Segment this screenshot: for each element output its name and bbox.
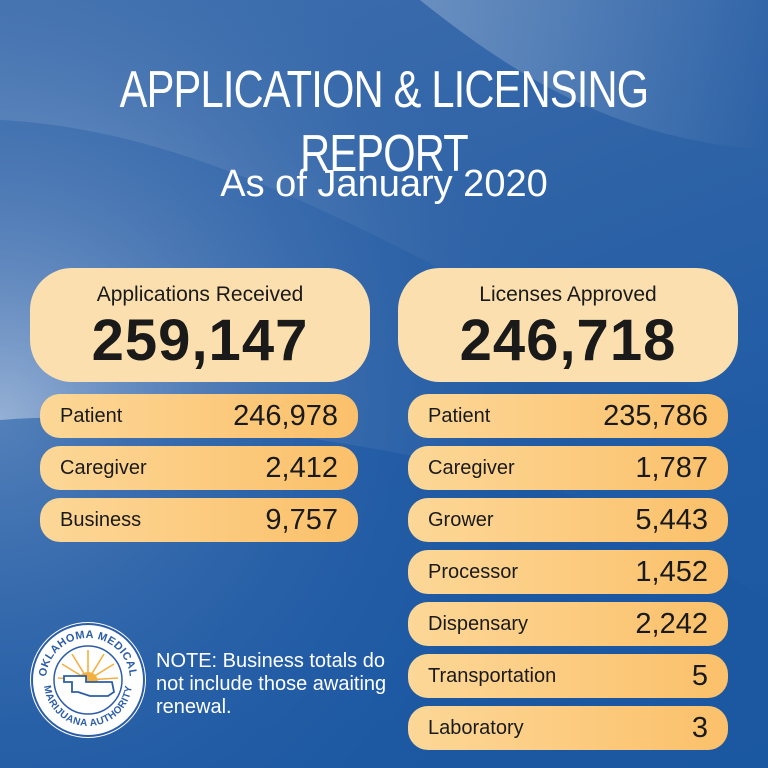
row-label: Laboratory bbox=[428, 716, 524, 739]
row-label: Caregiver bbox=[428, 456, 515, 479]
omma-seal-logo: OKLAHOMA MEDICAL MARIJUANA AUTHORITY bbox=[30, 622, 146, 738]
licenses-row-grower: Grower 5,443 bbox=[408, 498, 728, 542]
row-value: 246,978 bbox=[233, 399, 338, 432]
row-label: Transportation bbox=[428, 664, 557, 687]
row-label: Processor bbox=[428, 560, 519, 583]
row-value: 3 bbox=[691, 711, 708, 744]
licenses-row-dispensary: Dispensary 2,242 bbox=[408, 602, 728, 646]
row-label: Grower bbox=[428, 508, 494, 531]
row-label: Patient bbox=[60, 404, 123, 427]
applications-received-card: Applications Received 259,147 bbox=[30, 268, 370, 382]
licenses-row-patient: Patient 235,786 bbox=[408, 394, 728, 438]
row-value: 1,787 bbox=[635, 451, 708, 484]
applications-row-caregiver: Caregiver 2,412 bbox=[40, 446, 358, 490]
licenses-approved-label: Licenses Approved bbox=[479, 283, 657, 306]
note-text: NOTE: Business totals do not include tho… bbox=[156, 650, 387, 718]
applications-received-total: 259,147 bbox=[91, 308, 309, 373]
row-value: 2,242 bbox=[635, 607, 708, 640]
row-value: 1,452 bbox=[635, 555, 708, 588]
row-value: 2,412 bbox=[265, 451, 338, 484]
applications-row-patient: Patient 246,978 bbox=[40, 394, 358, 438]
licenses-row-laboratory: Laboratory 3 bbox=[408, 706, 728, 750]
row-value: 5 bbox=[691, 659, 708, 692]
row-label: Caregiver bbox=[60, 456, 147, 479]
applications-received-label: Applications Received bbox=[96, 283, 304, 306]
licenses-approved-card: Licenses Approved 246,718 bbox=[398, 268, 738, 382]
applications-row-business: Business 9,757 bbox=[40, 498, 358, 542]
row-label: Dispensary bbox=[428, 612, 529, 635]
row-value: 9,757 bbox=[265, 503, 338, 536]
row-label: Patient bbox=[428, 404, 491, 427]
licenses-row-caregiver: Caregiver 1,787 bbox=[408, 446, 728, 490]
row-value: 5,443 bbox=[635, 503, 708, 536]
row-label: Business bbox=[60, 508, 142, 531]
licenses-approved-total: 246,718 bbox=[459, 308, 677, 373]
licenses-row-processor: Processor 1,452 bbox=[408, 550, 728, 594]
row-value: 235,786 bbox=[603, 399, 708, 432]
report-date: As of January 2020 bbox=[220, 163, 548, 205]
licenses-row-transportation: Transportation 5 bbox=[408, 654, 728, 698]
page-title: APPLICATION & LICENSING REPORT bbox=[119, 61, 649, 183]
